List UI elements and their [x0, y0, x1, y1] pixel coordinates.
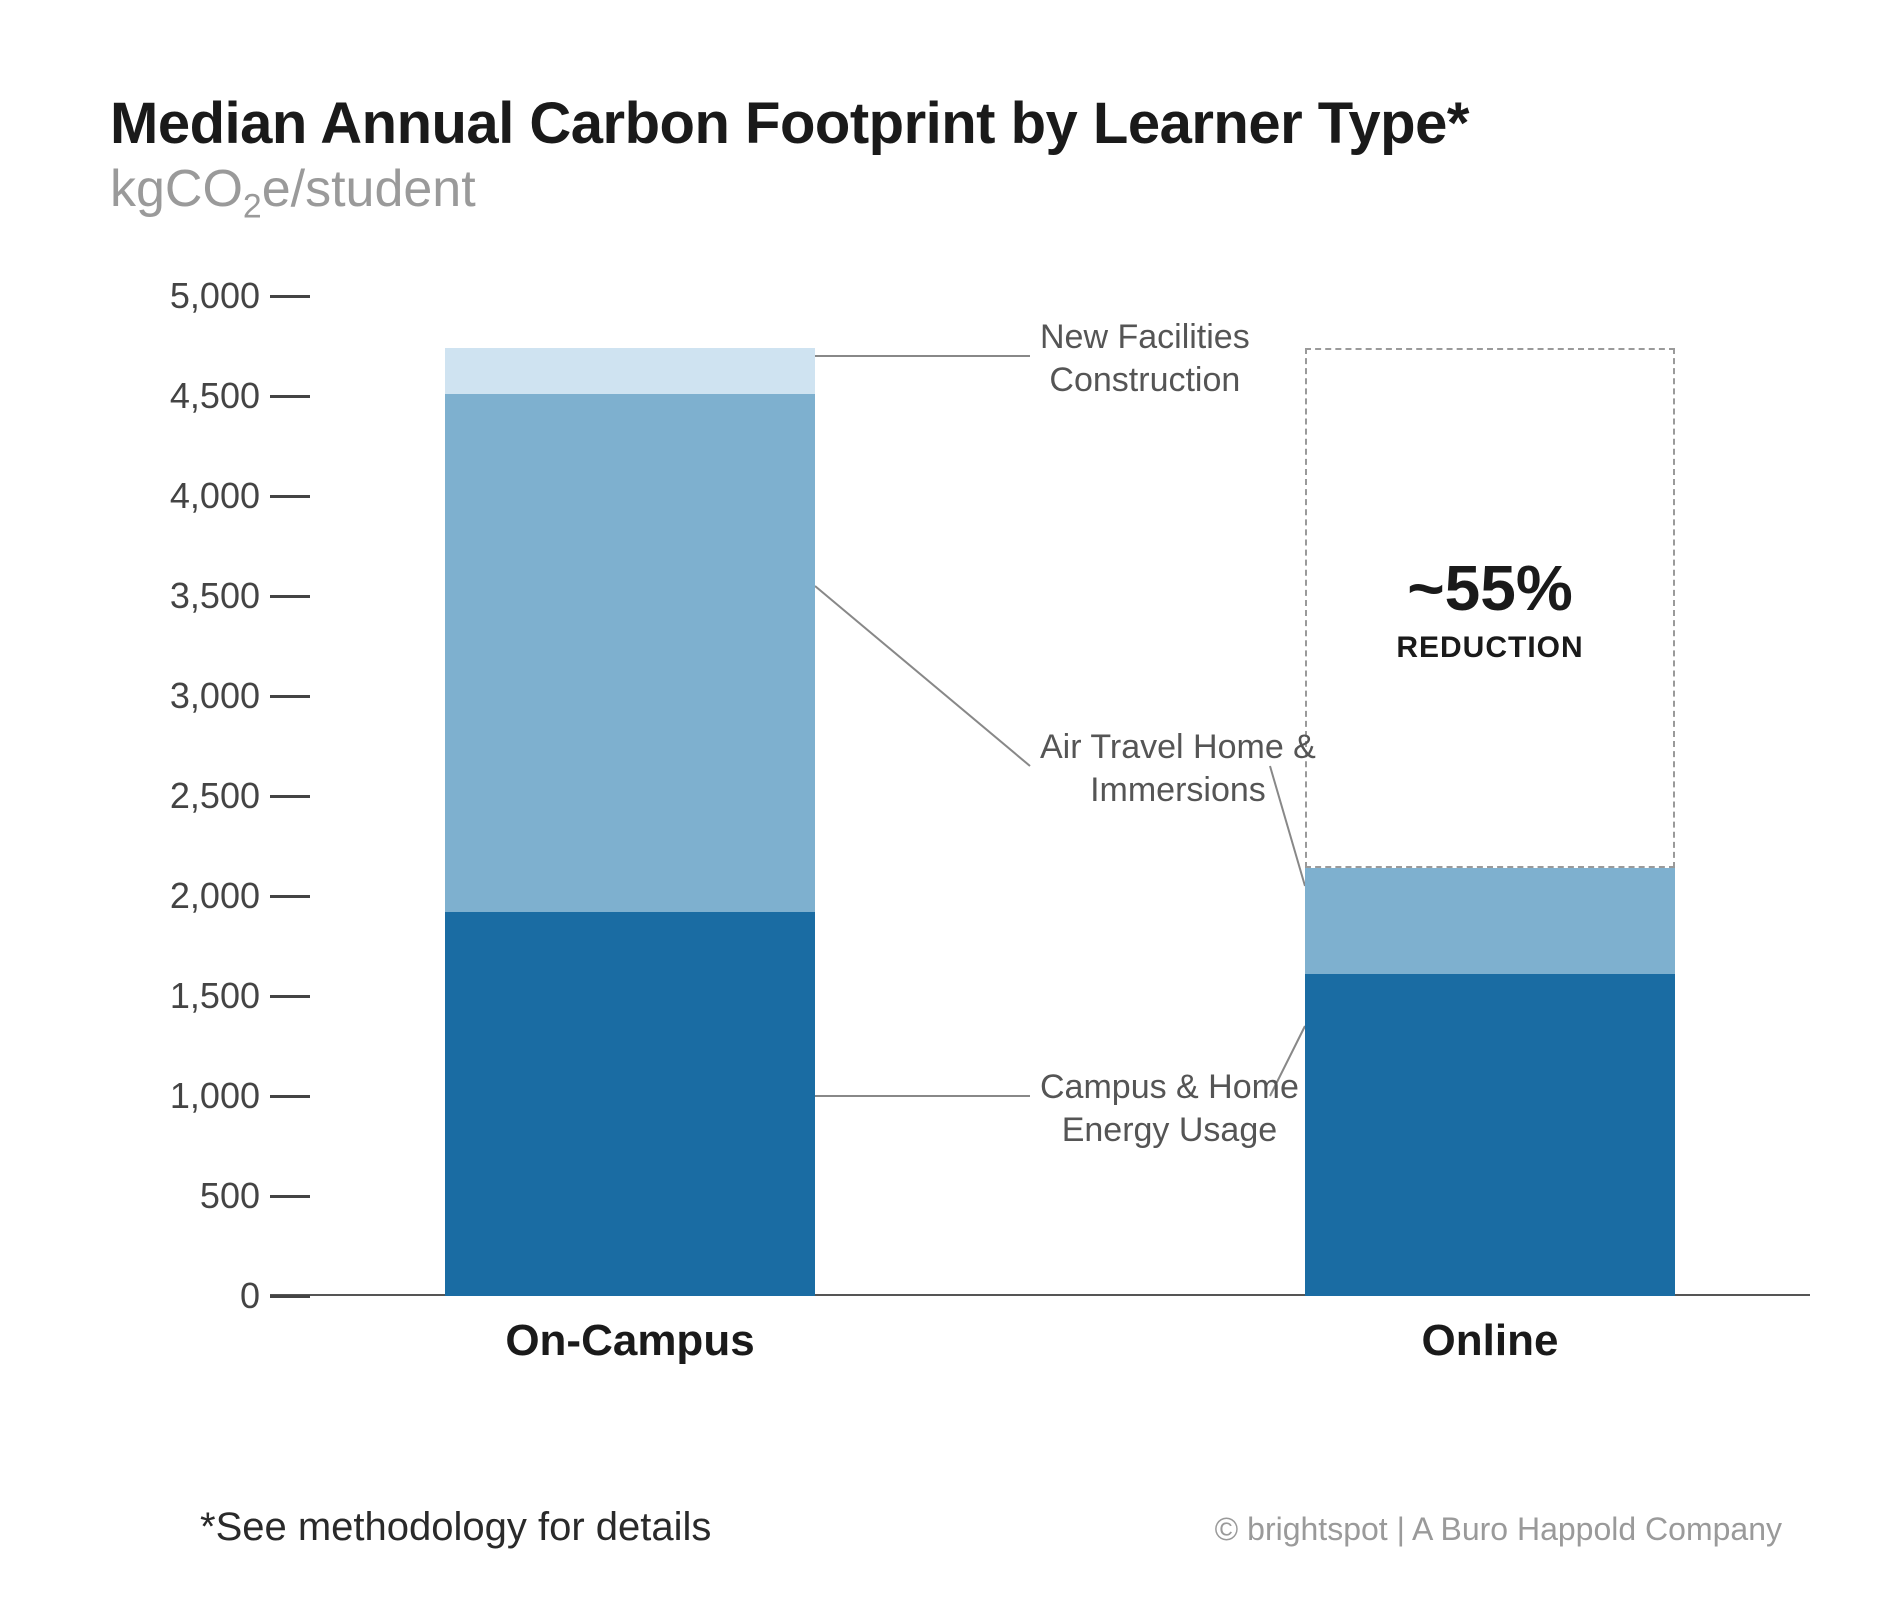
footnote-text: *See methodology for details	[200, 1505, 711, 1550]
bar-segment-energy	[1305, 974, 1675, 1296]
series-label-energy: Campus & HomeEnergy Usage	[1040, 1066, 1299, 1151]
y-tick-mark	[270, 1295, 310, 1298]
subtitle-prefix: kgCO	[110, 160, 243, 218]
y-tick-label: 4,000	[110, 475, 260, 517]
y-tick-mark	[270, 295, 310, 298]
y-tick-mark	[270, 395, 310, 398]
x-category-label: Online	[1265, 1316, 1715, 1366]
y-tick-mark	[270, 995, 310, 998]
plot-region: 05001,0001,5002,0002,5003,0003,5004,0004…	[270, 296, 1810, 1296]
bar-segment-air	[1305, 868, 1675, 974]
y-tick-mark	[270, 695, 310, 698]
y-tick-mark	[270, 495, 310, 498]
y-tick-mark	[270, 595, 310, 598]
y-tick-label: 5,000	[110, 275, 260, 317]
y-tick-label: 4,500	[110, 375, 260, 417]
y-tick-label: 1,000	[110, 1075, 260, 1117]
y-tick-mark	[270, 1095, 310, 1098]
y-tick-label: 2,000	[110, 875, 260, 917]
y-tick-label: 2,500	[110, 775, 260, 817]
y-tick-label: 3,500	[110, 575, 260, 617]
y-tick-label: 1,500	[110, 975, 260, 1017]
bar-segment-energy	[445, 912, 815, 1296]
y-tick-mark	[270, 1195, 310, 1198]
bar-segment-air	[445, 394, 815, 912]
reduction-label: REDUCTION	[1396, 631, 1583, 665]
y-tick-label: 500	[110, 1175, 260, 1217]
series-label-air: Air Travel Home &Immersions	[1040, 726, 1316, 811]
leader-line	[815, 586, 1030, 766]
chart-subtitle: kgCO2e/student	[110, 159, 1792, 226]
y-tick-mark	[270, 895, 310, 898]
chart-title: Median Annual Carbon Footprint by Learne…	[110, 90, 1792, 157]
series-label-construction: New FacilitiesConstruction	[1040, 316, 1250, 401]
subtitle-suffix: e/student	[262, 160, 476, 218]
x-category-label: On-Campus	[405, 1316, 855, 1366]
page-root: Median Annual Carbon Footprint by Learne…	[0, 0, 1892, 1620]
chart-area: 0 500 1,000 1,500 2,000 2,500 3,000 3,500 4,000 4…	[110, 296, 1792, 1366]
subtitle-subscript: 2	[243, 187, 262, 225]
bar-segment-construction	[445, 348, 815, 394]
y-tick-label: 3,000	[110, 675, 260, 717]
credit-text: © brightspot | A Buro Happold Company	[1215, 1511, 1782, 1548]
y-tick-label: 0	[110, 1275, 260, 1317]
reduction-box: ~55% REDUCTION	[1305, 348, 1675, 868]
y-tick-mark	[270, 795, 310, 798]
reduction-value: ~55%	[1407, 551, 1572, 625]
